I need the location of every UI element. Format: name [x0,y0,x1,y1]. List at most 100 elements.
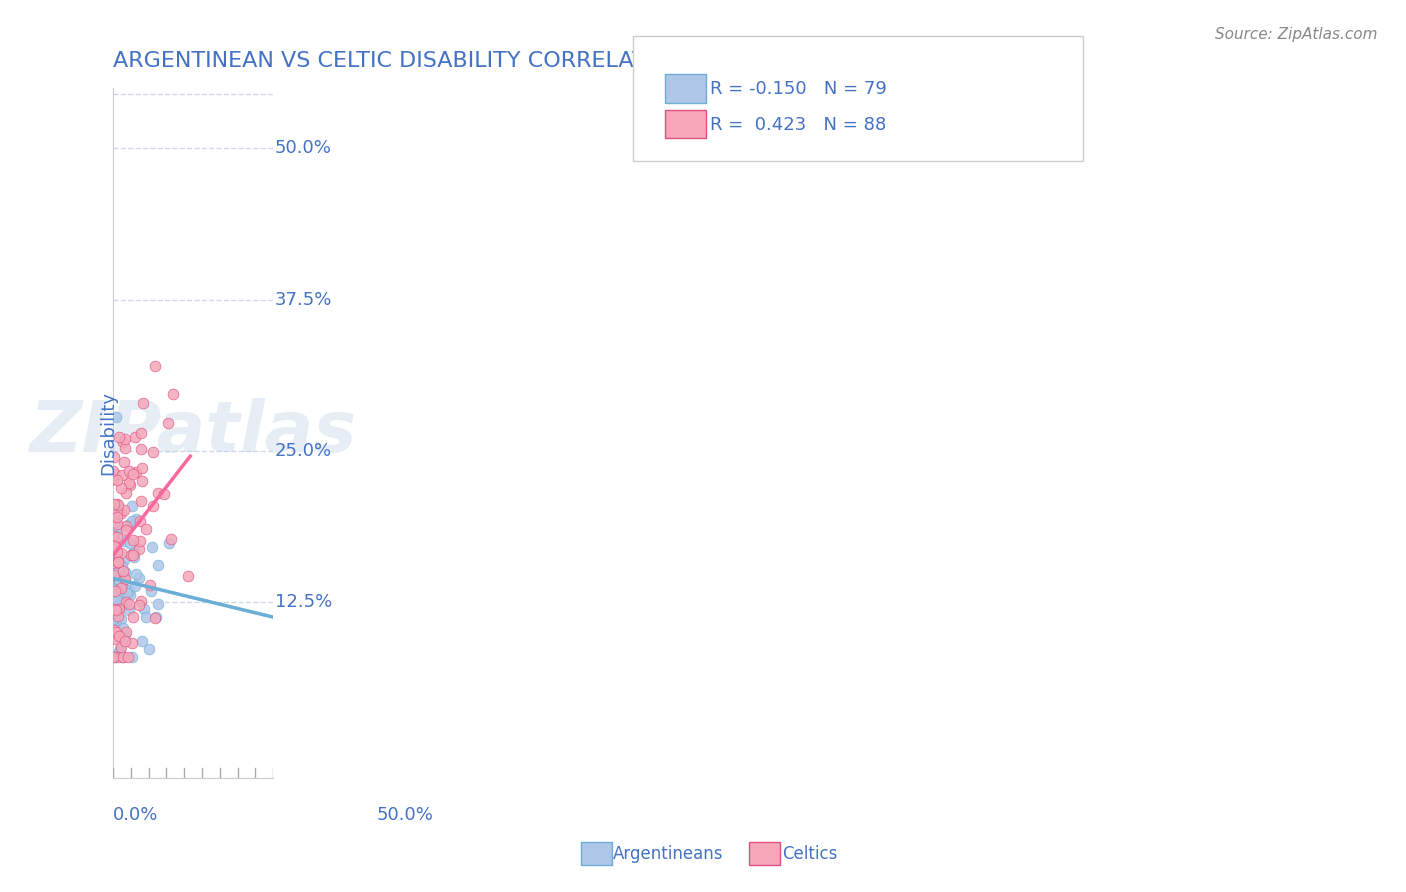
Point [110,482,132,496]
Point [107,499,129,513]
Point [146,486,169,500]
Point [138,642,160,657]
Point [129,425,152,440]
Point [105,504,128,518]
Point [129,594,152,608]
Point [129,442,152,456]
Text: R =  0.423   N = 88: R = 0.423 N = 88 [710,116,886,134]
Point [108,629,131,643]
Point [103,529,125,543]
Point [103,472,125,486]
Point [141,540,163,554]
Point [111,631,134,645]
Text: 0.0%: 0.0% [112,805,159,823]
Point [103,548,125,562]
Point [115,625,138,640]
Point [105,498,128,512]
Point [118,598,141,612]
Point [129,493,152,508]
Point [121,649,143,664]
Point [104,615,127,629]
Point [141,445,163,459]
Point [104,410,127,425]
Point [103,623,125,637]
Point [107,585,129,599]
Point [135,522,157,536]
Point [114,572,136,586]
Point [111,467,134,482]
Point [122,610,145,624]
Point [128,541,150,556]
Point [104,572,127,586]
Point [104,632,127,646]
Point [103,524,125,538]
Text: Source: ZipAtlas.com: Source: ZipAtlas.com [1215,27,1378,42]
Point [107,602,129,616]
Point [111,596,134,610]
Point [103,649,125,664]
Point [108,642,131,657]
Point [107,608,129,623]
Point [107,591,129,606]
Point [135,610,157,624]
Point [143,359,166,374]
Point [103,505,125,519]
Point [103,567,125,582]
Point [114,633,136,648]
Point [125,465,148,479]
Point [118,603,141,617]
Point [112,649,135,664]
Point [104,583,127,598]
Point [114,524,136,538]
Point [104,570,127,584]
Point [122,550,145,565]
Point [103,602,125,616]
Point [114,553,136,567]
Point [105,599,128,613]
Point [157,536,180,550]
Point [105,536,128,550]
Point [108,646,131,660]
Point [107,429,129,443]
Point [129,533,152,548]
Text: 50.0%: 50.0% [274,139,332,157]
Point [107,573,129,587]
Point [112,454,135,468]
Point [128,598,150,612]
Point [104,505,127,519]
Point [114,626,136,640]
Point [118,582,141,597]
Point [103,515,125,529]
Point [105,530,128,544]
Point [107,555,129,569]
Point [124,566,146,581]
Point [115,586,138,600]
Point [105,523,128,537]
Point [104,582,127,596]
Point [104,515,127,529]
Point [103,609,125,624]
Point [107,509,129,524]
Point [104,615,127,630]
Point [110,582,132,596]
Point [107,563,129,577]
Text: ZIPatlas: ZIPatlas [30,398,357,467]
Point [103,467,125,481]
Point [114,597,136,611]
Point [124,430,146,444]
Point [104,504,127,518]
Point [131,460,153,475]
Point [122,467,145,482]
Point [105,473,128,487]
Text: Argentineans: Argentineans [613,845,724,863]
Point [121,533,143,548]
Point [118,476,141,491]
Point [105,545,128,559]
Point [104,649,127,664]
Point [120,548,142,562]
Point [103,531,125,545]
Point [103,539,125,553]
Point [131,634,153,648]
Point [104,557,127,571]
Point [118,478,141,492]
